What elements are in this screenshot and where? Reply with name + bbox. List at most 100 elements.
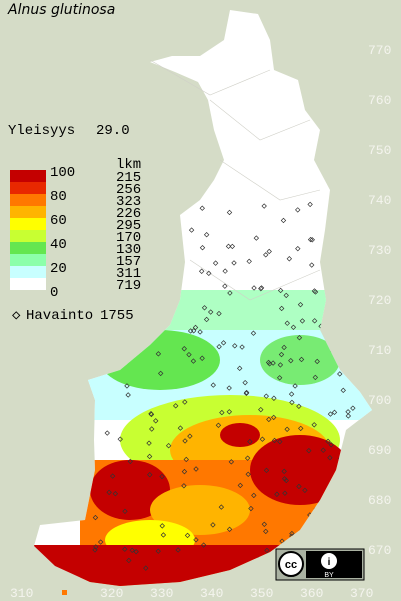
observation-marker: [143, 565, 149, 571]
observation-marker: [263, 252, 269, 258]
observation-marker: [336, 217, 343, 223]
observation-marker: [311, 318, 318, 324]
observation-marker: [280, 217, 287, 224]
observation-marker: [218, 504, 225, 510]
legend-band: [10, 182, 46, 194]
northing-label: 690: [368, 443, 391, 458]
observation-marker: [327, 455, 333, 461]
observation-marker: [188, 227, 195, 233]
observation-marker: [270, 360, 276, 366]
observation-marker: [307, 236, 314, 243]
observation-marker: [190, 358, 197, 364]
observation-marker: [155, 548, 161, 554]
legend-band: [10, 242, 46, 254]
observation-marker: [289, 399, 295, 406]
observation-marker: [274, 491, 280, 497]
observation-marker: [160, 532, 167, 538]
count-header: lkm: [116, 157, 141, 173]
observation-marker: [145, 206, 151, 212]
observation-marker: [232, 343, 238, 349]
legend-scale-label: 20: [50, 261, 67, 277]
observation-marker: [157, 370, 164, 377]
observation-marker: [133, 549, 139, 555]
observation-marker: [182, 438, 188, 444]
observation-marker: [101, 262, 107, 269]
legend-scale-label: 80: [50, 189, 67, 205]
observation-marker: [328, 442, 334, 448]
observation-marker: [225, 243, 232, 250]
observation-marker: [302, 487, 308, 493]
observation-marker: [266, 416, 272, 423]
observation-marker: [264, 547, 270, 554]
legend-count: 226: [116, 206, 141, 222]
observation-marker: [283, 477, 289, 484]
observation-marker: [228, 459, 235, 465]
observation-marker: [244, 455, 251, 461]
observation-marker: [289, 530, 295, 537]
observation-marker: [192, 324, 199, 331]
observation-marker: [210, 522, 216, 528]
observation-marker: [309, 262, 315, 268]
observation-marker: [341, 458, 347, 465]
legend-scale-label: 0: [50, 285, 58, 301]
observation-marker: [309, 237, 315, 243]
observation-marker: [296, 483, 302, 490]
observation-marker: [125, 392, 131, 398]
observation-marker: [295, 207, 301, 213]
observation-marker: [329, 241, 335, 247]
observation-marker: [199, 355, 205, 361]
observation-marker: [183, 456, 189, 463]
observation-marker: [247, 438, 253, 445]
license-badge: cc i BY: [275, 548, 365, 581]
observation-marker: [107, 214, 113, 220]
easting-label: 310: [10, 586, 33, 601]
observation-marker: [311, 288, 318, 294]
observation-marker: [340, 273, 346, 279]
easting-label: 360: [300, 586, 323, 601]
observation-marker: [277, 362, 284, 368]
observation-marker: [286, 256, 293, 262]
observation-marker: [271, 414, 277, 421]
observation-marker: [170, 286, 177, 293]
observation-marker: [325, 259, 331, 265]
license-text: BY: [324, 572, 334, 579]
observation-marker: [338, 542, 344, 548]
observation-marker: [177, 425, 184, 431]
observation-marker: [350, 218, 356, 225]
observation-marker: [206, 270, 212, 277]
legend-count: 295: [116, 218, 141, 234]
legend-scale-label: 40: [50, 237, 67, 253]
observation-marker: [170, 277, 176, 283]
observation-marker: [277, 287, 284, 294]
observation-marker: [287, 538, 294, 545]
observation-marker: [284, 320, 290, 326]
observation-marker: [112, 491, 119, 497]
observation-marker: [175, 547, 181, 553]
observation-marker: [145, 315, 152, 322]
observation-marker: [231, 260, 237, 266]
observation-marker: [314, 358, 320, 365]
map-grid: [149, 59, 321, 301]
observation-marker: [278, 351, 285, 358]
frequency-label: Yleisyys: [8, 123, 75, 139]
legend-count: 130: [116, 242, 141, 258]
observation-marker: [282, 490, 288, 496]
observation-marker: [361, 280, 367, 287]
legend-band: [10, 230, 46, 242]
observation-marker: [350, 405, 356, 411]
observation-marker: [311, 422, 317, 428]
legend-count: 157: [116, 254, 141, 270]
frequency-value: 29.0: [96, 123, 130, 139]
observation-marker: [360, 357, 367, 364]
observation-marker: [320, 447, 326, 453]
observation-marker: [199, 245, 206, 251]
observation-marker: [198, 268, 205, 274]
observation-marker: [203, 316, 210, 323]
observation-label: Havainto: [26, 308, 93, 324]
observation-marker: [312, 374, 319, 381]
observation-marker: [122, 508, 128, 514]
observation-marker-icon: ◇: [12, 308, 21, 324]
legend-count: 170: [116, 230, 141, 246]
northing-label: 770: [368, 43, 391, 58]
observation-marker: [281, 344, 287, 351]
